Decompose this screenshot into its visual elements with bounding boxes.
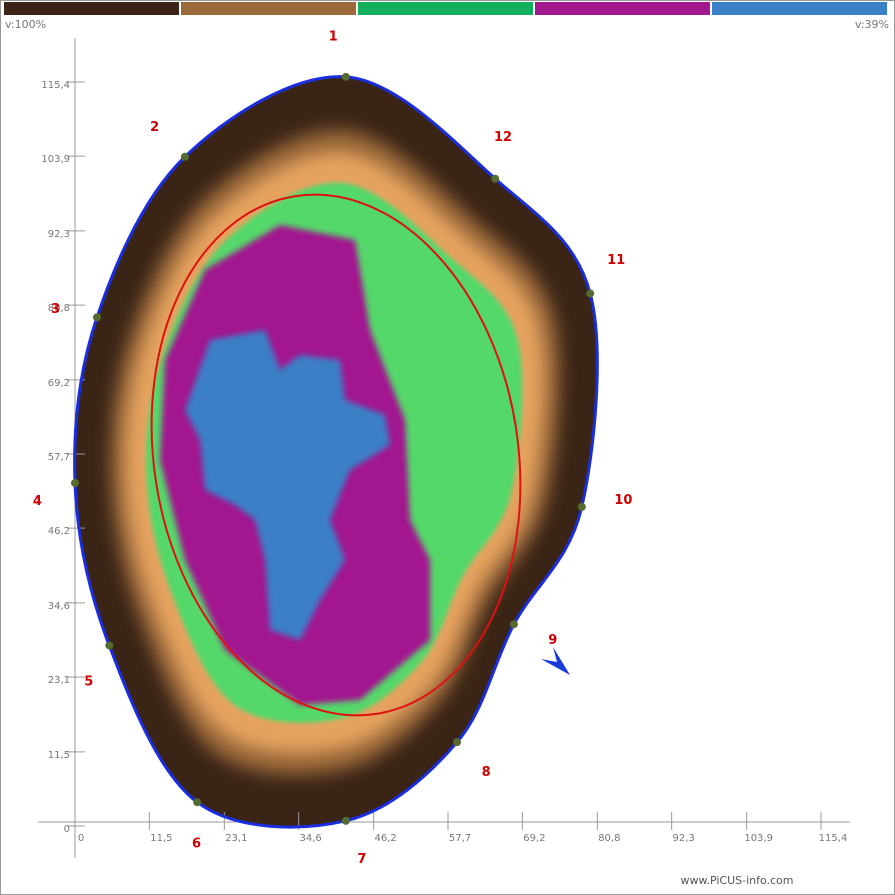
y-tick-label: 69,2 (48, 378, 70, 389)
scan-image (74, 76, 598, 828)
y-tick-label: 11,5 (48, 750, 70, 761)
scale-segment (4, 2, 179, 15)
y-tick-label: 92,3 (48, 229, 70, 240)
sensor-label: 6 (192, 837, 201, 852)
scale-segment (358, 2, 533, 15)
y-tick-label: 57,7 (48, 452, 70, 463)
sensor-label: 8 (482, 765, 491, 780)
north-arrow (541, 647, 570, 675)
y-tick-label: 115,4 (41, 80, 70, 91)
sensor-label: 7 (357, 852, 366, 867)
scale-segment (535, 2, 710, 15)
color-scale (4, 2, 887, 15)
sensor (491, 174, 500, 183)
y-tick-label: 80,8 (48, 303, 70, 314)
sensor-label: 5 (84, 675, 93, 690)
x-tick-label: 69,2 (523, 833, 545, 844)
x-tick-label: 103,9 (744, 833, 773, 844)
y-tick-label: 0 (64, 824, 70, 835)
y-tick-label: 34,6 (48, 601, 70, 612)
y-tick-label: 46,2 (48, 526, 70, 537)
sensor (586, 289, 595, 298)
sensor (105, 641, 114, 650)
y-tick-label: 103,9 (41, 154, 70, 165)
sensor (180, 152, 189, 161)
sensor-label: 9 (548, 633, 557, 648)
sensor (341, 816, 350, 825)
sensor (71, 479, 79, 488)
scale-segment (181, 2, 356, 15)
scale-max: v:100% (5, 18, 46, 31)
sensor (509, 620, 518, 629)
sensor-label: 12 (494, 130, 512, 145)
sensor (193, 798, 202, 807)
x-tick-label: 80,8 (598, 833, 620, 844)
scale-segment (712, 2, 887, 15)
x-tick-label: 92,3 (673, 833, 695, 844)
sensor-label: 11 (607, 253, 625, 268)
footer: www.PiCUS-info.com (680, 874, 793, 887)
x-tick-label: 23,1 (225, 833, 247, 844)
sensor-label: 4 (33, 494, 42, 509)
x-tick-label: 57,7 (449, 833, 471, 844)
sensor (92, 313, 101, 322)
scale-min: v:39% (855, 18, 889, 31)
sensor-label: 2 (150, 120, 159, 135)
sensor-label: 3 (51, 302, 60, 317)
x-tick-label: 0 (78, 833, 84, 844)
sensor (577, 502, 586, 511)
zone-blue (185, 330, 390, 640)
red-contour (150, 193, 522, 717)
sensor-label: 1 (329, 29, 338, 44)
x-tick-label: 11,5 (150, 833, 172, 844)
y-tick-label: 23,1 (48, 675, 70, 686)
x-tick-label: 46,2 (375, 833, 397, 844)
sensor (453, 738, 462, 747)
sensor-label: 10 (614, 493, 632, 508)
x-tick-label: 115,4 (819, 833, 848, 844)
sensor (341, 72, 350, 81)
x-tick-label: 34,6 (300, 833, 322, 844)
